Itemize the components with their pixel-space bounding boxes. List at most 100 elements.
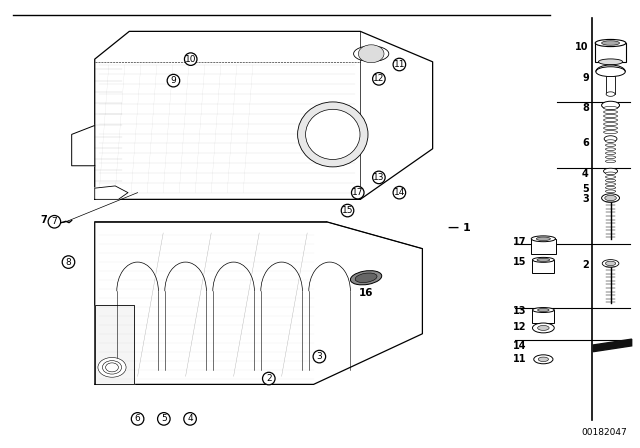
Ellipse shape	[605, 156, 616, 159]
Ellipse shape	[605, 144, 616, 146]
Ellipse shape	[596, 67, 625, 77]
Polygon shape	[593, 339, 632, 352]
Ellipse shape	[184, 53, 197, 65]
Text: 14: 14	[394, 188, 405, 197]
Ellipse shape	[602, 41, 620, 45]
Ellipse shape	[606, 92, 615, 96]
Ellipse shape	[604, 168, 618, 174]
Ellipse shape	[298, 102, 368, 167]
Text: 15: 15	[342, 206, 353, 215]
Text: 9: 9	[582, 73, 589, 83]
Ellipse shape	[604, 136, 617, 142]
Ellipse shape	[605, 160, 616, 163]
Text: 6: 6	[135, 414, 140, 423]
Ellipse shape	[167, 74, 180, 87]
Text: 5: 5	[582, 184, 589, 194]
Ellipse shape	[604, 115, 618, 117]
Ellipse shape	[353, 46, 389, 61]
Text: 11: 11	[513, 354, 526, 364]
Ellipse shape	[537, 258, 550, 262]
Ellipse shape	[604, 111, 618, 114]
Text: 8: 8	[66, 258, 71, 267]
Ellipse shape	[532, 323, 554, 333]
Ellipse shape	[602, 194, 620, 202]
Ellipse shape	[595, 39, 626, 47]
Polygon shape	[95, 222, 422, 384]
Text: 16: 16	[359, 288, 374, 297]
Text: 7: 7	[40, 215, 47, 225]
Text: 10: 10	[185, 55, 196, 64]
Ellipse shape	[605, 148, 616, 151]
Text: 2: 2	[266, 374, 271, 383]
Ellipse shape	[131, 413, 144, 425]
Text: 12: 12	[373, 74, 385, 83]
Ellipse shape	[605, 186, 616, 189]
Ellipse shape	[534, 355, 553, 364]
Ellipse shape	[605, 261, 616, 266]
Ellipse shape	[605, 172, 616, 175]
Polygon shape	[95, 305, 134, 384]
Ellipse shape	[313, 350, 326, 363]
Text: 00182047: 00182047	[582, 428, 627, 437]
Polygon shape	[95, 186, 128, 199]
Ellipse shape	[604, 107, 618, 110]
Ellipse shape	[605, 195, 616, 201]
FancyBboxPatch shape	[606, 76, 615, 94]
Ellipse shape	[351, 186, 364, 199]
Ellipse shape	[355, 273, 377, 283]
Ellipse shape	[602, 260, 619, 267]
Ellipse shape	[605, 176, 616, 178]
Ellipse shape	[605, 190, 616, 193]
FancyBboxPatch shape	[531, 239, 556, 254]
Ellipse shape	[605, 152, 616, 155]
Text: 17: 17	[352, 188, 364, 197]
Ellipse shape	[605, 183, 616, 185]
Text: 9: 9	[171, 76, 176, 85]
Ellipse shape	[62, 256, 75, 268]
Text: 17: 17	[513, 237, 526, 247]
Text: 13: 13	[513, 306, 526, 316]
Ellipse shape	[351, 271, 381, 285]
Ellipse shape	[393, 186, 406, 199]
Ellipse shape	[262, 372, 275, 385]
Ellipse shape	[538, 357, 548, 362]
Ellipse shape	[538, 308, 549, 312]
Ellipse shape	[184, 413, 196, 425]
FancyBboxPatch shape	[595, 43, 626, 62]
Text: 3: 3	[317, 352, 322, 361]
Ellipse shape	[604, 123, 618, 125]
Ellipse shape	[393, 58, 406, 71]
Circle shape	[358, 45, 384, 63]
Ellipse shape	[604, 119, 618, 122]
Circle shape	[98, 358, 126, 377]
FancyBboxPatch shape	[532, 260, 554, 273]
Text: 11: 11	[394, 60, 405, 69]
Ellipse shape	[605, 140, 616, 142]
Ellipse shape	[372, 171, 385, 184]
Ellipse shape	[306, 109, 360, 159]
Text: 14: 14	[513, 341, 526, 351]
Ellipse shape	[536, 237, 550, 241]
Ellipse shape	[531, 236, 556, 242]
Ellipse shape	[605, 179, 616, 182]
Text: 4: 4	[188, 414, 193, 423]
Text: 4: 4	[582, 169, 589, 179]
Ellipse shape	[604, 131, 618, 134]
Text: 8: 8	[582, 103, 589, 113]
Text: 3: 3	[582, 194, 589, 204]
Polygon shape	[95, 31, 433, 199]
Circle shape	[106, 363, 118, 372]
Text: 7: 7	[52, 217, 57, 226]
Text: 10: 10	[575, 42, 589, 52]
Ellipse shape	[598, 59, 623, 65]
Text: 15: 15	[513, 257, 526, 267]
Ellipse shape	[372, 73, 385, 85]
Ellipse shape	[538, 325, 549, 331]
Ellipse shape	[341, 204, 354, 217]
Text: 2: 2	[582, 260, 589, 270]
Ellipse shape	[48, 215, 61, 228]
Text: 13: 13	[373, 173, 385, 182]
Text: 6: 6	[582, 138, 589, 148]
Text: 5: 5	[161, 414, 166, 423]
Polygon shape	[72, 125, 95, 166]
